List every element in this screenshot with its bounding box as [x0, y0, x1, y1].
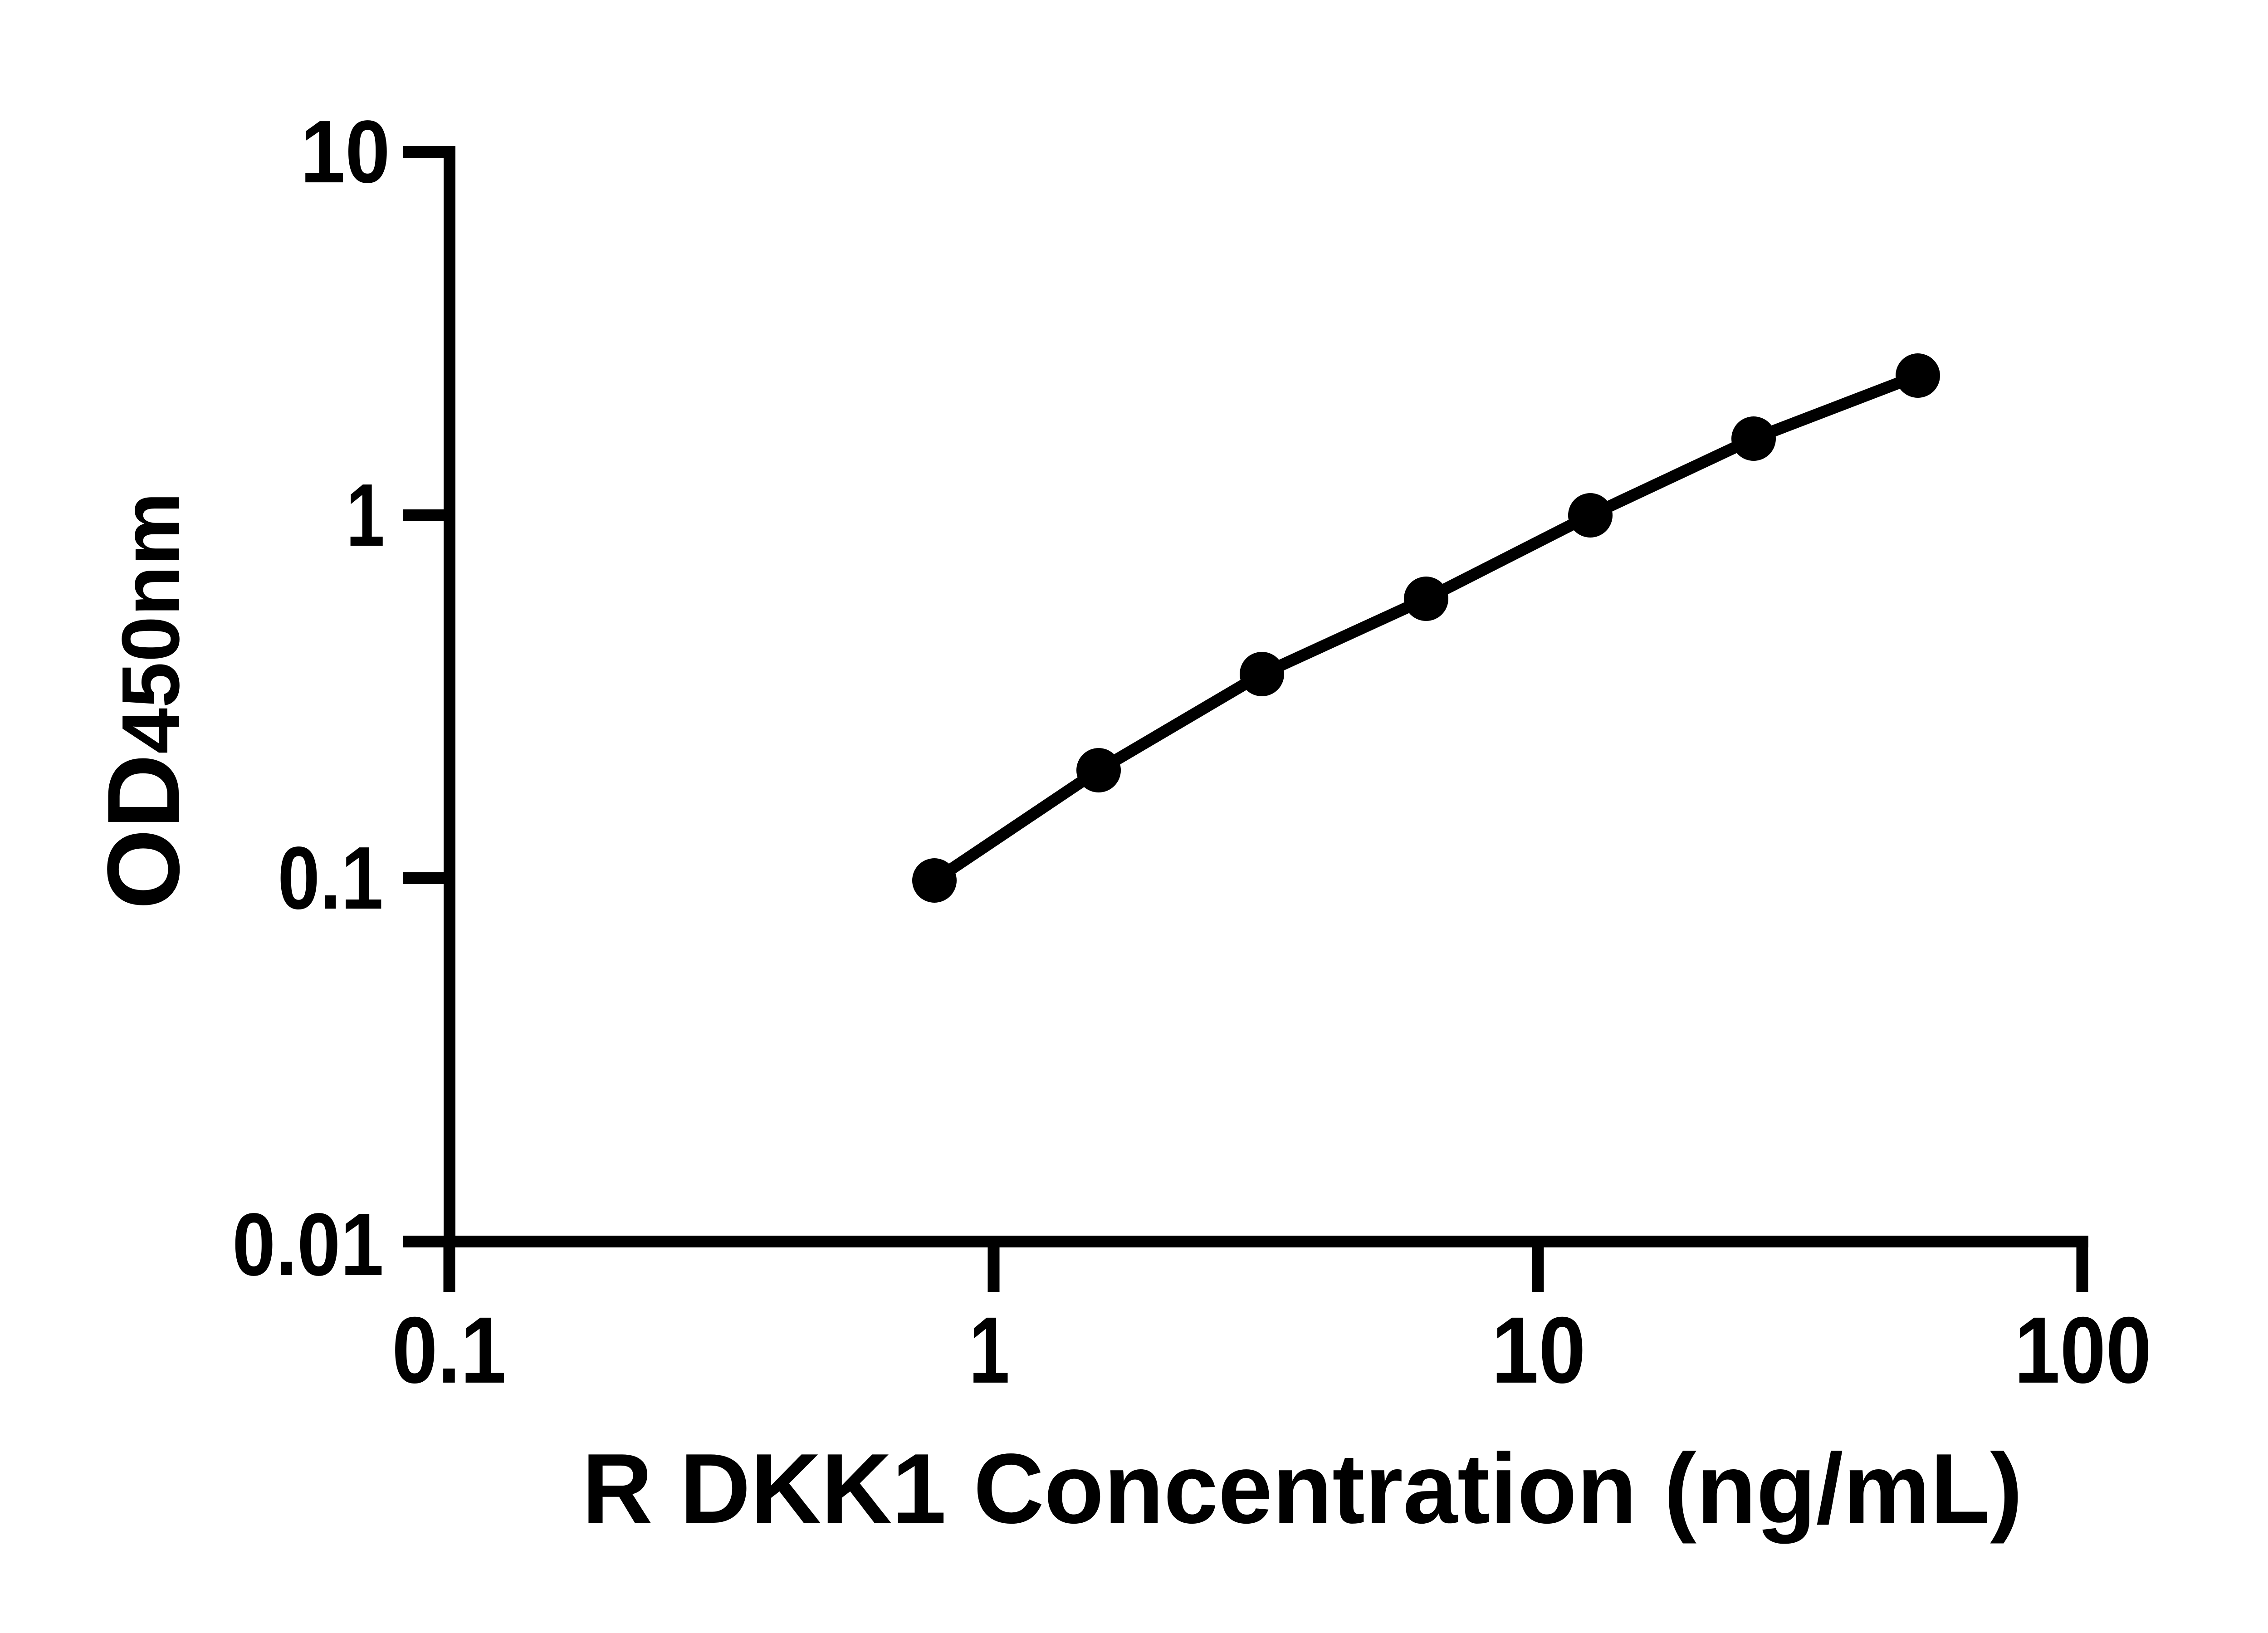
svg-text:1: 1 [969, 1298, 1010, 1403]
svg-text:0.01: 0.01 [232, 1195, 384, 1294]
svg-text:1: 1 [346, 465, 385, 565]
svg-text:0.1: 0.1 [278, 828, 383, 928]
svg-text:10: 10 [1491, 1298, 1586, 1403]
svg-text:100: 100 [2014, 1298, 2152, 1403]
svg-text:R DKK1 Concentration (ng/mL): R DKK1 Concentration (ng/mL) [582, 1433, 2023, 1544]
svg-text:10: 10 [300, 102, 390, 201]
svg-text:OD450nm: OD450nm [86, 492, 200, 909]
svg-text:0.1: 0.1 [392, 1298, 506, 1403]
